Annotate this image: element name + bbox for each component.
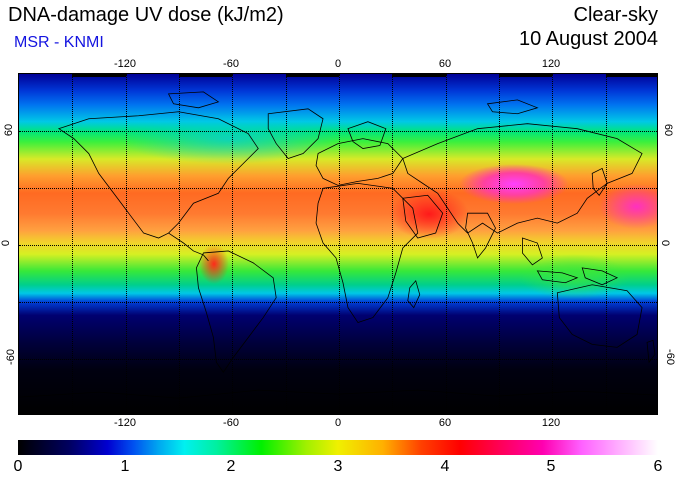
lat-label-left: 0 <box>0 239 13 247</box>
frame-tick <box>499 74 552 77</box>
lon-label-bottom: 120 <box>541 417 561 429</box>
lon-label-bottom: 0 <box>334 417 342 429</box>
frame-tick <box>179 411 232 414</box>
lon-label-bottom: 60 <box>438 417 452 429</box>
frame-tick <box>606 411 657 414</box>
colorbar-tick-label: 5 <box>546 458 556 475</box>
frame-tick <box>72 74 126 77</box>
colorbar-tick-label: 1 <box>120 458 130 475</box>
uv-dose-map <box>18 73 658 415</box>
colorbar-tick-label: 0 <box>13 458 23 475</box>
frame-tick <box>606 74 657 77</box>
date-label: 10 August 2004 <box>518 28 658 50</box>
sky-condition-label: Clear-sky <box>573 4 658 26</box>
lon-label-top: 60 <box>438 58 452 70</box>
coastlines <box>19 91 657 399</box>
frame-tick <box>392 74 446 77</box>
frame-tick <box>286 411 339 414</box>
colorbar-tick-label: 3 <box>333 458 343 475</box>
lat-label-right: -60 <box>663 349 676 365</box>
lon-label-top: -60 <box>223 58 239 70</box>
frame-tick <box>179 74 232 77</box>
map-title: DNA-damage UV dose (kJ/m2) <box>8 4 284 26</box>
lon-label-top: 0 <box>334 58 342 70</box>
colorbar-tick-label: 6 <box>653 458 663 475</box>
frame-tick <box>72 411 126 414</box>
lat-label-left: 60 <box>3 123 16 137</box>
lon-label-bottom: -60 <box>223 417 239 429</box>
colorbar-tick-label: 4 <box>440 458 450 475</box>
frame-tick <box>392 411 446 414</box>
data-source-label: MSR - KNMI <box>14 34 104 51</box>
lat-label-right: 0 <box>659 239 672 247</box>
lat-label-right: 60 <box>662 123 675 137</box>
lon-label-top: 120 <box>541 58 561 70</box>
frame-tick <box>499 411 552 414</box>
frame-tick <box>286 74 339 77</box>
lon-label-top: -120 <box>113 58 137 70</box>
lon-label-bottom: -120 <box>113 417 137 429</box>
colorbar-tick-label: 2 <box>226 458 236 475</box>
lat-label-left: -60 <box>4 349 17 365</box>
color-scale-bar <box>18 440 658 455</box>
